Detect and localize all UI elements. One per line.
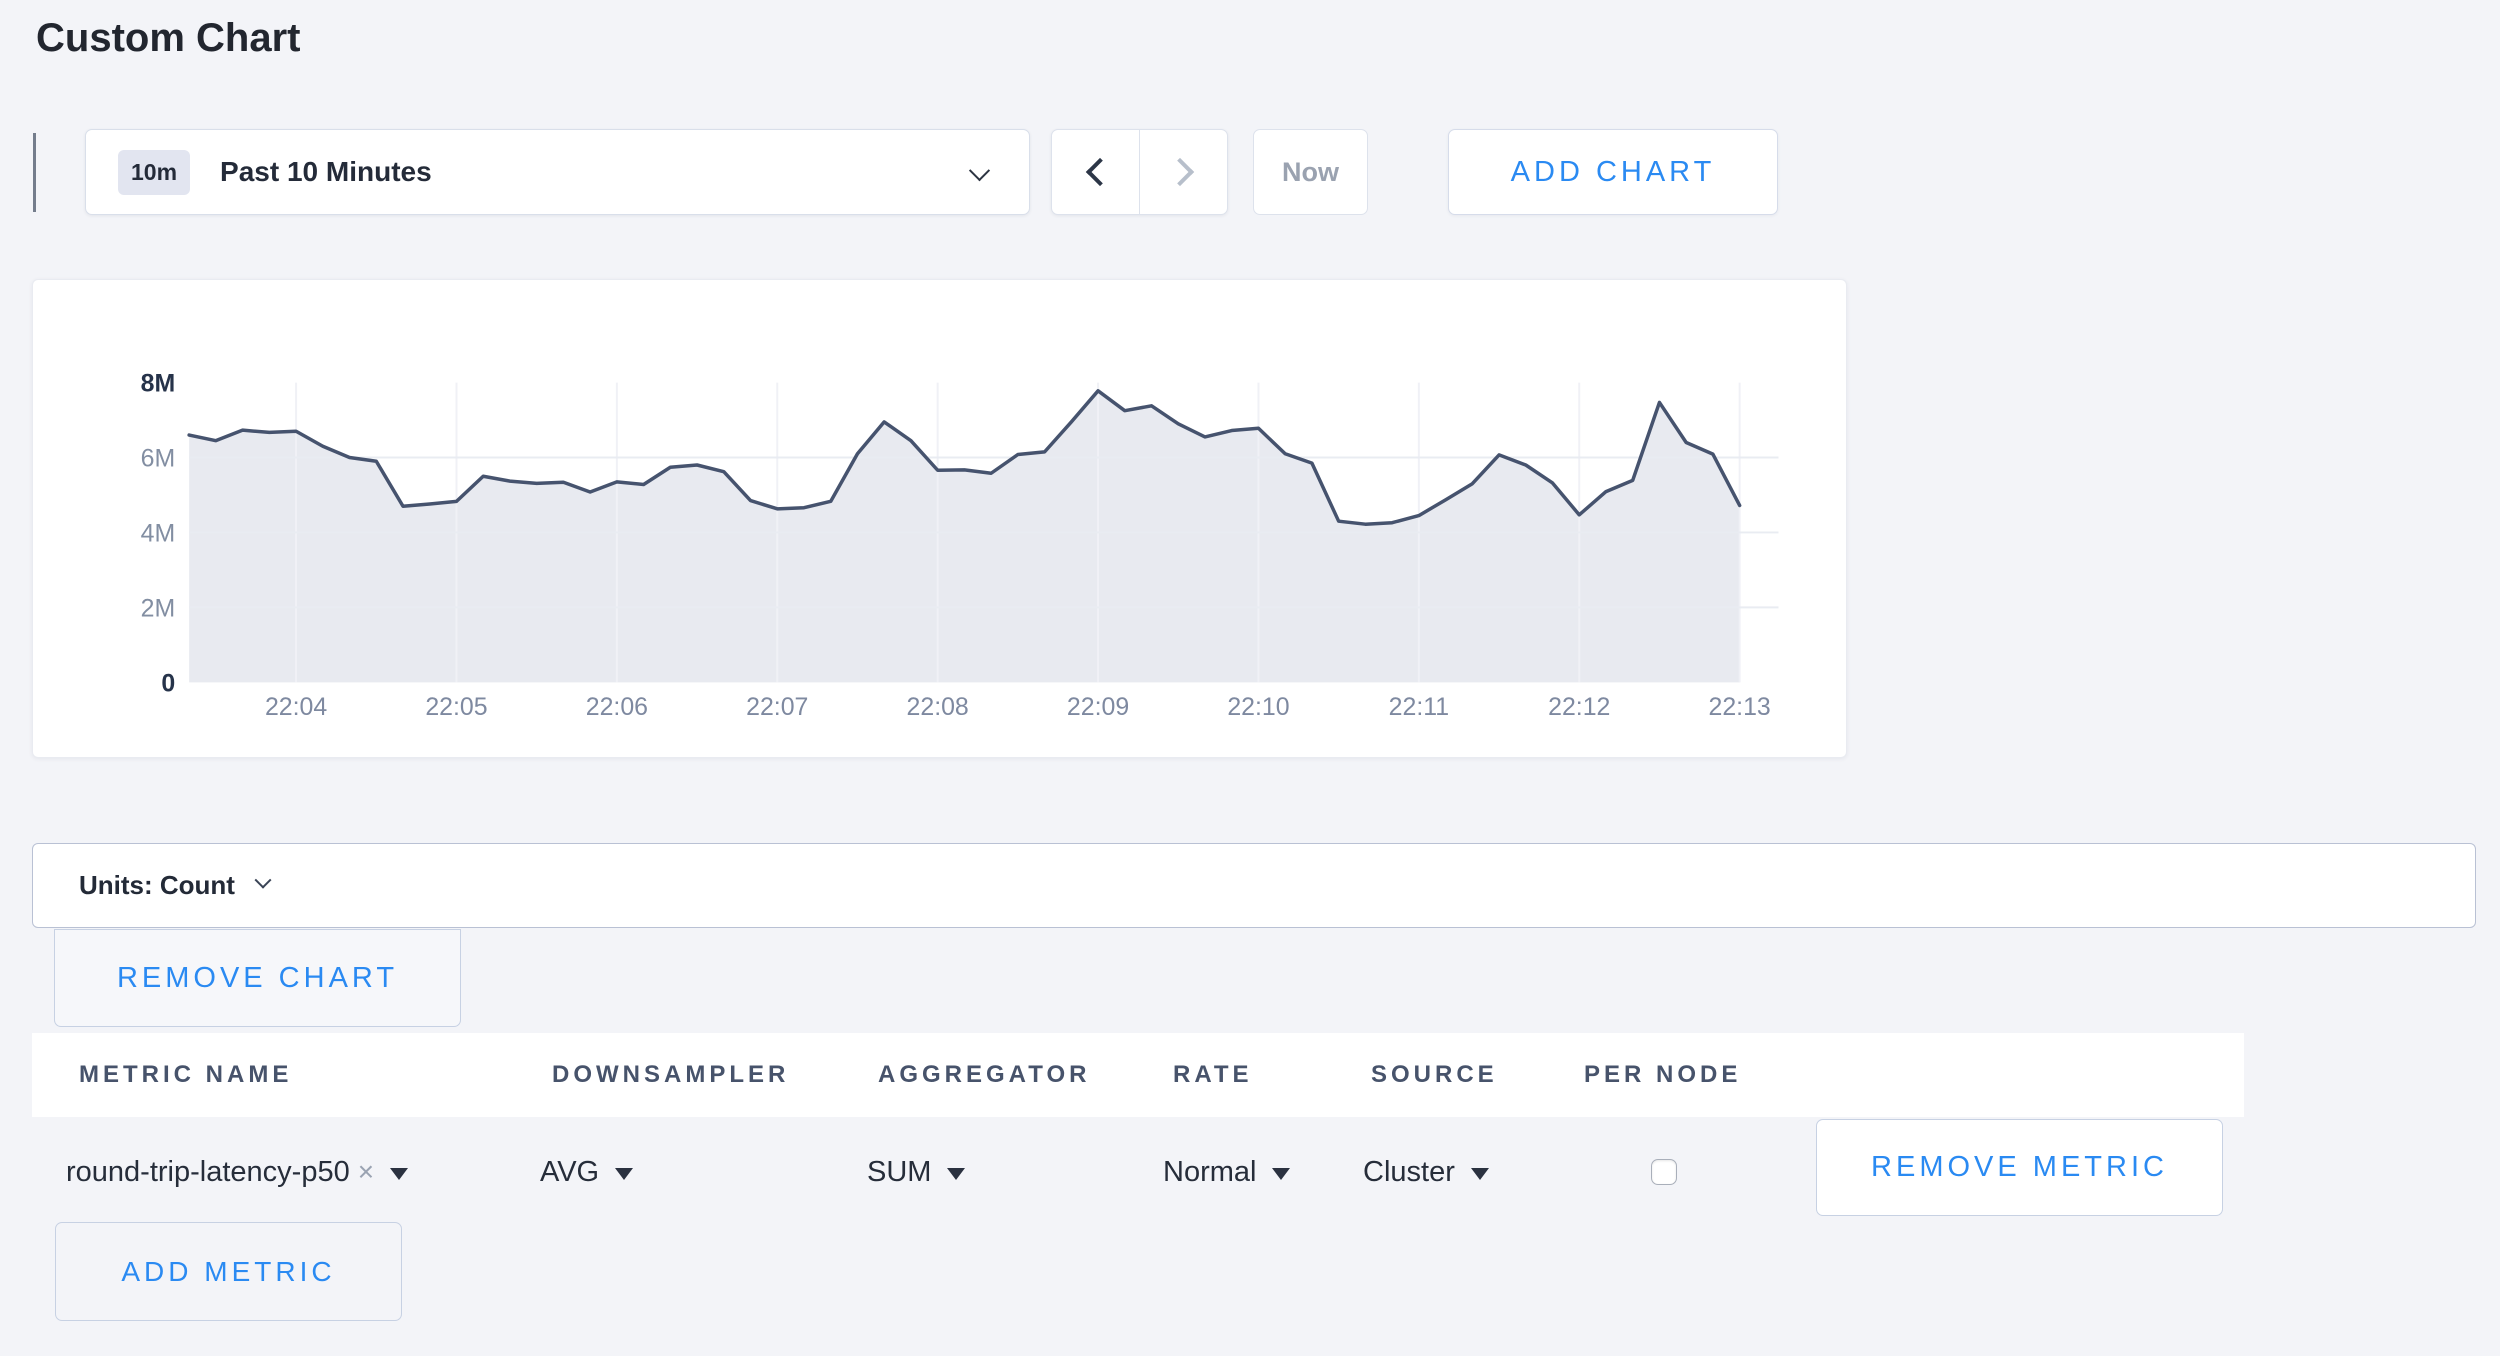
- svg-text:22:11: 22:11: [1389, 693, 1449, 721]
- svg-text:4M: 4M: [141, 519, 176, 547]
- svg-text:22:13: 22:13: [1709, 693, 1771, 721]
- svg-text:22:12: 22:12: [1548, 693, 1610, 721]
- svg-text:8M: 8M: [141, 370, 176, 398]
- timeseries-area-chart[interactable]: 8M 6M 4M 2M 0 22:04 22:05 22:06 22:07 22:08 22:09 2…: [33, 280, 1846, 757]
- column-header-source: SOURCE: [1371, 1061, 1498, 1088]
- chart-card: 8M 6M 4M 2M 0 22:04 22:05 22:06 22:07 22:08 22:09 2…: [32, 279, 1847, 758]
- remove-metric-button[interactable]: REMOVE METRIC: [1816, 1119, 2223, 1216]
- rate-value: Normal: [1163, 1155, 1257, 1188]
- clear-metric-icon[interactable]: ×: [357, 1156, 375, 1187]
- metrics-table-header: METRIC NAME DOWNSAMPLER AGGREGATOR RATE …: [32, 1033, 2244, 1117]
- metric-name-select[interactable]: round-trip-latency-p50 ×: [66, 1117, 409, 1227]
- dropdown-caret-icon: [390, 1168, 409, 1180]
- svg-text:2M: 2M: [141, 594, 176, 622]
- svg-text:22:05: 22:05: [425, 693, 487, 721]
- column-header-metric-name: METRIC NAME: [79, 1061, 293, 1088]
- svg-text:22:10: 22:10: [1227, 693, 1289, 721]
- chevron-left-icon: [1085, 157, 1114, 187]
- per-node-checkbox[interactable]: [1651, 1159, 1677, 1185]
- svg-text:22:07: 22:07: [746, 693, 808, 721]
- chevron-down-icon: [968, 160, 991, 182]
- remove-chart-button[interactable]: REMOVE CHART: [54, 929, 461, 1027]
- source-value: Cluster: [1363, 1155, 1455, 1188]
- time-window-dropdown[interactable]: 10m Past 10 Minutes: [85, 129, 1030, 215]
- downsampler-select[interactable]: AVG: [540, 1117, 634, 1227]
- chevron-right-icon: [1165, 157, 1194, 187]
- svg-text:0: 0: [161, 669, 175, 697]
- add-chart-button[interactable]: ADD CHART: [1448, 129, 1778, 215]
- column-header-aggregator: AGGREGATOR: [878, 1061, 1091, 1088]
- downsampler-value: AVG: [540, 1155, 600, 1188]
- dropdown-caret-icon: [615, 1168, 634, 1180]
- time-step-group: [1051, 129, 1228, 215]
- time-step-forward-button[interactable]: [1139, 130, 1227, 214]
- page-title: Custom Chart: [36, 16, 301, 60]
- toolbar-accent-divider: [33, 133, 36, 212]
- dropdown-caret-icon: [1272, 1168, 1291, 1180]
- source-select[interactable]: Cluster: [1363, 1117, 1489, 1227]
- now-button[interactable]: Now: [1253, 129, 1368, 215]
- time-window-badge: 10m: [118, 149, 191, 195]
- aggregator-select[interactable]: SUM: [867, 1117, 966, 1227]
- time-window-label: Past 10 Minutes: [220, 156, 432, 187]
- units-label: Units: Count: [79, 870, 235, 900]
- aggregator-value: SUM: [867, 1155, 932, 1188]
- svg-text:22:04: 22:04: [265, 693, 327, 721]
- metric-name-value: round-trip-latency-p50: [66, 1155, 350, 1188]
- svg-text:6M: 6M: [141, 444, 176, 472]
- column-header-per-node: PER NODE: [1584, 1061, 1742, 1088]
- svg-text:22:06: 22:06: [586, 693, 648, 721]
- rate-select[interactable]: Normal: [1163, 1117, 1291, 1227]
- add-metric-button[interactable]: ADD METRIC: [55, 1222, 402, 1321]
- table-row: round-trip-latency-p50 × AVG SUM Normal …: [32, 1117, 2476, 1227]
- time-step-back-button[interactable]: [1052, 130, 1139, 214]
- units-dropdown[interactable]: Units: Count: [32, 843, 2476, 928]
- chevron-down-icon: [254, 871, 272, 889]
- column-header-rate: RATE: [1173, 1061, 1253, 1088]
- svg-text:22:09: 22:09: [1067, 693, 1129, 721]
- column-header-downsampler: DOWNSAMPLER: [552, 1061, 790, 1088]
- svg-text:22:08: 22:08: [907, 693, 969, 721]
- dropdown-caret-icon: [947, 1168, 966, 1180]
- dropdown-caret-icon: [1470, 1168, 1489, 1180]
